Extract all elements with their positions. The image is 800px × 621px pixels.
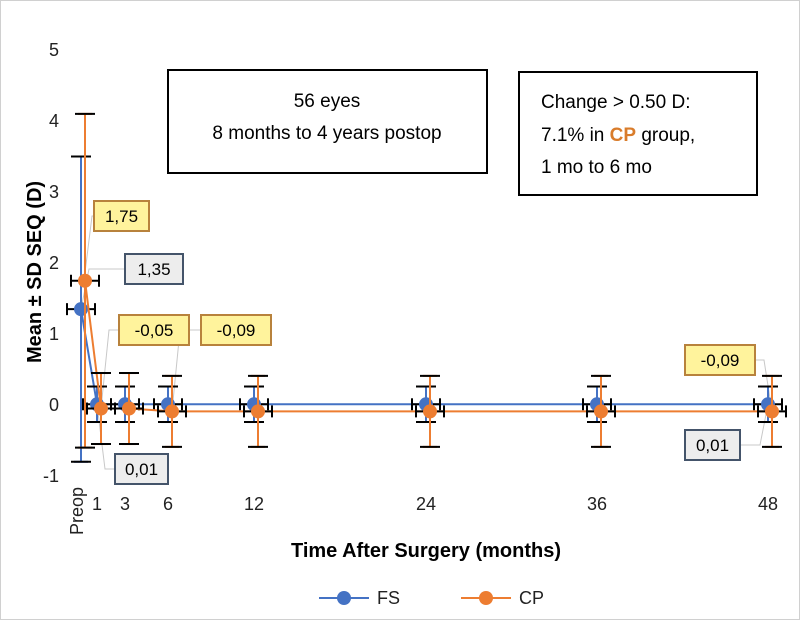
change-note-cp: CP (610, 125, 637, 146)
change-note-line-2-pre: 7.1% in (541, 125, 610, 146)
change-note-line-2: 7.1% in CP group, (541, 125, 695, 146)
y-tick-label: 4 (49, 111, 59, 131)
legend: FS CP (319, 588, 544, 608)
x-tick-labels: Preop 1 3 6 12 24 36 48 (67, 487, 778, 535)
data-label-box (124, 253, 184, 285)
data-label-text: 1,75 (105, 207, 138, 226)
data-label-leader (80, 268, 125, 310)
y-tick-labels: -1 0 1 2 3 4 5 (43, 40, 59, 486)
data-point-cp (423, 404, 437, 419)
x-tick-label: 1 (92, 494, 102, 514)
series-line-cp (84, 280, 772, 413)
data-label-leader (755, 359, 773, 412)
y-axis-title: Mean ± SD SEQ (D) (24, 181, 46, 363)
y-tick-label: 5 (49, 40, 59, 60)
x-tick-label: 24 (416, 494, 436, 514)
legend-fs-label: FS (377, 588, 400, 608)
data-label-cp: -0,05 (118, 314, 190, 346)
x-tick-label: 6 (163, 494, 173, 514)
data-label-fs: 0,01 (684, 429, 741, 461)
legend-cp-label: CP (519, 588, 544, 608)
data-label-text: 0,01 (696, 436, 729, 455)
eyes-note-line-1: 56 eyes (294, 91, 361, 112)
data-label-cp: -0,09 (684, 344, 756, 376)
x-tick-label: 12 (244, 494, 264, 514)
data-label-text: 1,35 (137, 260, 170, 279)
change-note-box: Change > 0.50 D: 7.1% in CP group, 1 mo … (518, 71, 758, 196)
data-point-cp (165, 404, 179, 419)
data-label-text: -0,09 (701, 351, 740, 370)
series-layer (66, 112, 787, 463)
data-label-leader (740, 404, 769, 446)
x-tick-label: 3 (120, 494, 130, 514)
x-tick-label: 48 (758, 494, 778, 514)
x-tick-label: 36 (587, 494, 607, 514)
change-note-line-2-post: group, (636, 125, 695, 146)
eyes-note-line-2: 8 months to 4 years postop (212, 123, 441, 144)
legend-item-fs: FS (319, 588, 400, 608)
data-label-fs: 0,01 (114, 453, 169, 485)
data-label-leader (100, 329, 119, 409)
x-tick-label-preop: Preop (67, 487, 87, 535)
data-label-box (93, 200, 150, 232)
y-tick-label: 3 (49, 182, 59, 202)
change-note-line-3: 1 mo to 6 mo (541, 157, 652, 178)
y-tick-label: 1 (49, 324, 59, 344)
y-tick-label: 0 (49, 395, 59, 415)
y-tick-label: -1 (43, 466, 59, 486)
data-point-cp (594, 404, 608, 419)
error-bar-cp (415, 374, 445, 448)
data-point-cp (122, 401, 136, 416)
data-label-cp: -0,09 (200, 314, 272, 346)
data-label-fs: 1,35 (124, 253, 184, 285)
data-label-cp: 1,75 (93, 200, 150, 232)
data-label-text: -0,09 (217, 321, 256, 340)
data-label-text: -0,05 (135, 321, 174, 340)
legend-fs-marker (337, 591, 351, 605)
y-tick-label: 2 (49, 253, 59, 273)
change-note-line-1: Change > 0.50 D: (541, 92, 690, 113)
data-labels: 1,75 1,35 -0,05 -0,09 0,01 -0,09 0,01 (93, 200, 756, 485)
data-point-cp (251, 404, 265, 419)
data-point-cp (765, 404, 779, 419)
legend-cp-marker (479, 591, 493, 605)
data-label-box (200, 314, 272, 346)
x-axis-title: Time After Surgery (months) (291, 540, 561, 562)
legend-item-cp: CP (461, 588, 544, 608)
data-label-text: 0,01 (125, 460, 158, 479)
data-label-leader (96, 404, 115, 470)
data-label-box (118, 314, 190, 346)
data-point-cp (94, 401, 108, 416)
data-label-box (684, 429, 741, 461)
data-label-box (114, 453, 169, 485)
data-point-cp (78, 273, 92, 288)
eyes-note-box: 56 eyes 8 months to 4 years postop (167, 69, 488, 174)
data-label-box (684, 344, 756, 376)
